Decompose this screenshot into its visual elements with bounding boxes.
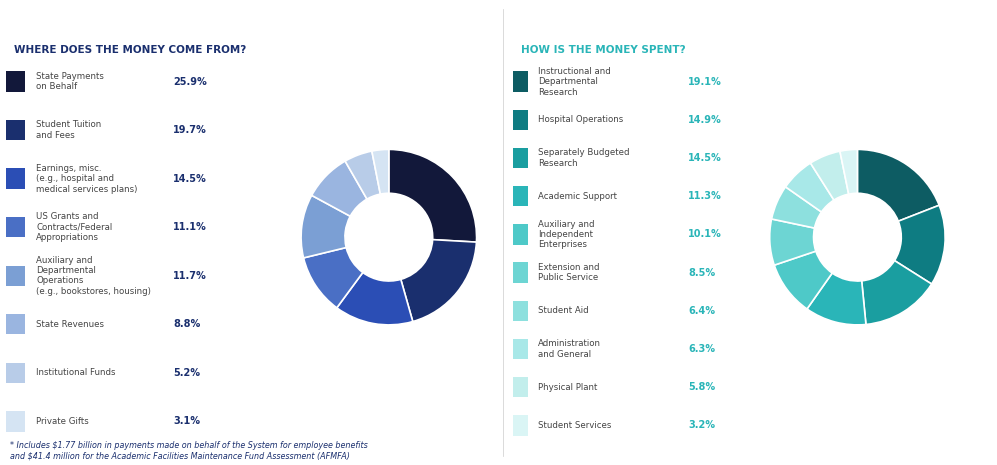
Text: Student Services: Student Services [538, 421, 612, 430]
FancyBboxPatch shape [513, 300, 528, 321]
FancyBboxPatch shape [513, 224, 528, 245]
FancyBboxPatch shape [513, 415, 528, 436]
Text: Auxiliary and
Departmental
Operations
(e.g., bookstores, housing): Auxiliary and Departmental Operations (e… [36, 256, 152, 296]
FancyBboxPatch shape [6, 72, 25, 92]
FancyBboxPatch shape [513, 148, 528, 168]
Wedge shape [894, 205, 945, 284]
Wedge shape [772, 187, 822, 228]
Text: 6.3%: 6.3% [688, 344, 715, 354]
Text: US Grants and
Contracts/Federal
Appropriations: US Grants and Contracts/Federal Appropri… [36, 213, 113, 242]
FancyBboxPatch shape [6, 168, 25, 189]
Text: 14.9%: 14.9% [688, 115, 722, 125]
Text: 19.1%: 19.1% [688, 77, 722, 86]
Text: 14.5%: 14.5% [173, 174, 206, 184]
Text: 25.9%: 25.9% [173, 77, 206, 86]
Text: 3.1%: 3.1% [173, 416, 200, 426]
FancyBboxPatch shape [6, 266, 25, 286]
Wedge shape [303, 247, 363, 308]
Text: 19.7%: 19.7% [173, 125, 206, 135]
Text: 8.5%: 8.5% [688, 268, 715, 278]
FancyBboxPatch shape [6, 217, 25, 238]
Wedge shape [389, 149, 477, 242]
Text: Student Tuition
and Fees: Student Tuition and Fees [36, 120, 102, 140]
Text: 14.5%: 14.5% [688, 153, 722, 163]
Text: Physical Plant: Physical Plant [538, 383, 598, 392]
Wedge shape [807, 273, 866, 325]
Text: * Includes $1.77 billion in payments made on behalf of the System for employee b: * Includes $1.77 billion in payments mad… [10, 441, 368, 460]
FancyBboxPatch shape [513, 377, 528, 398]
Text: HOW IS THE MONEY SPENT?: HOW IS THE MONEY SPENT? [520, 45, 686, 55]
Wedge shape [786, 163, 833, 212]
Text: Hospital Operations: Hospital Operations [538, 115, 624, 124]
Text: Administration
and General: Administration and General [538, 339, 601, 359]
FancyBboxPatch shape [6, 314, 25, 334]
Text: State Revenues: State Revenues [36, 320, 105, 329]
Text: 6.4%: 6.4% [688, 306, 715, 316]
Wedge shape [301, 195, 350, 258]
Text: 8.8%: 8.8% [173, 319, 200, 329]
Text: Student Aid: Student Aid [538, 306, 589, 315]
Wedge shape [811, 151, 848, 200]
FancyBboxPatch shape [513, 72, 528, 92]
Wedge shape [861, 260, 931, 325]
FancyBboxPatch shape [6, 411, 25, 432]
FancyBboxPatch shape [513, 186, 528, 206]
Wedge shape [337, 272, 413, 325]
Text: 3.2%: 3.2% [688, 420, 715, 431]
Text: 10.1%: 10.1% [688, 229, 722, 239]
Wedge shape [839, 149, 857, 194]
Text: 5.8%: 5.8% [688, 382, 715, 392]
Text: Earnings, misc.
(e.g., hospital and
medical services plans): Earnings, misc. (e.g., hospital and medi… [36, 164, 138, 193]
Text: Separately Budgeted
Research: Separately Budgeted Research [538, 148, 630, 168]
Text: Instructional and
Departmental
Research: Instructional and Departmental Research [538, 67, 611, 97]
Text: Private Gifts: Private Gifts [36, 417, 89, 426]
Text: 11.7%: 11.7% [173, 271, 206, 281]
Wedge shape [372, 149, 389, 194]
FancyBboxPatch shape [513, 262, 528, 283]
Wedge shape [770, 219, 816, 265]
FancyBboxPatch shape [6, 120, 25, 140]
Text: Auxiliary and
Independent
Enterprises: Auxiliary and Independent Enterprises [538, 219, 595, 249]
Text: Extension and
Public Service: Extension and Public Service [538, 263, 600, 282]
Text: Academic Support: Academic Support [538, 192, 617, 201]
Text: Institutional Funds: Institutional Funds [36, 368, 116, 377]
Wedge shape [401, 239, 477, 322]
Text: 5.2%: 5.2% [173, 368, 200, 378]
Text: 11.1%: 11.1% [173, 222, 206, 232]
Wedge shape [857, 149, 939, 221]
FancyBboxPatch shape [513, 110, 528, 130]
Wedge shape [312, 161, 367, 216]
Text: WHERE DOES THE MONEY COME FROM?: WHERE DOES THE MONEY COME FROM? [14, 45, 246, 55]
Wedge shape [775, 251, 832, 309]
Text: State Payments
on Behalf: State Payments on Behalf [36, 72, 104, 91]
Wedge shape [345, 151, 380, 199]
Text: 11.3%: 11.3% [688, 191, 722, 201]
FancyBboxPatch shape [513, 339, 528, 359]
FancyBboxPatch shape [6, 363, 25, 383]
